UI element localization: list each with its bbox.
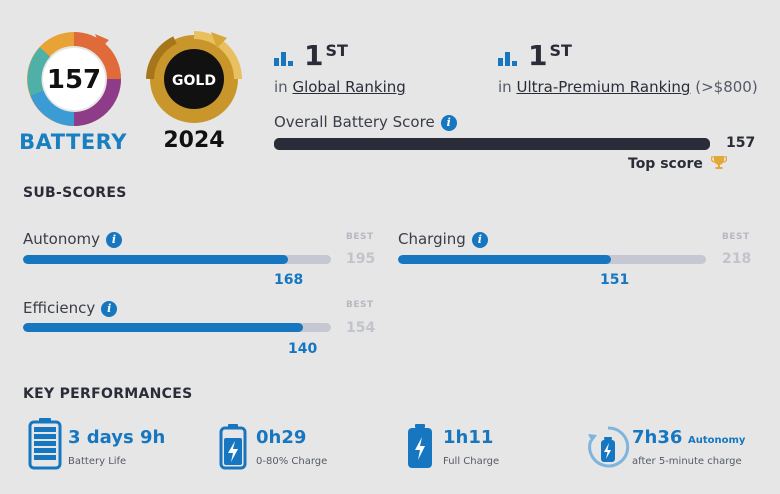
info-icon[interactable]: i	[471, 231, 488, 248]
kp-tag: Autonomy	[688, 435, 746, 446]
subscore-value: 140	[288, 341, 318, 357]
top-score-label: Top score	[628, 156, 703, 172]
subscore-label: Efficiency	[23, 299, 96, 317]
kp-caption: after 5-minute charge	[632, 456, 742, 467]
kp-value: 0h29	[256, 427, 307, 448]
ultra-premium-ranking-link[interactable]: Ultra-Premium Ranking	[516, 78, 691, 96]
subscore-value: 151	[600, 272, 630, 288]
battery-score-badge: 157	[25, 30, 123, 128]
bar-chart-icon	[498, 52, 517, 66]
subscore-charging-fill	[398, 255, 612, 264]
ranking-note: (>$800)	[695, 78, 758, 96]
ranking-prefix: in	[498, 78, 512, 96]
best-value: 154	[346, 320, 376, 336]
subscore-charging-label-row: Charging i	[398, 230, 488, 248]
overall-score-value: 157	[726, 135, 756, 151]
badge-label: BATTERY	[19, 130, 127, 154]
battery-charging-icon	[219, 424, 247, 470]
badge-score-text: 157	[47, 65, 101, 95]
kp-value: 3 days 9h	[68, 427, 166, 448]
kp-caption: Battery Life	[68, 456, 127, 467]
subscore-label: Autonomy	[23, 230, 100, 248]
gold-medal-icon: GOLD	[146, 31, 242, 123]
best-label: BEST	[346, 300, 374, 310]
kp-value: 1h11	[443, 427, 494, 448]
gold-badge: GOLD	[145, 30, 243, 128]
info-icon[interactable]: i	[440, 114, 457, 131]
overall-score-label: Overall Battery Score	[274, 113, 435, 131]
ranking-suffix: ST	[325, 41, 348, 60]
info-icon[interactable]: i	[106, 231, 122, 248]
subscore-value: 168	[274, 272, 304, 288]
best-label: BEST	[722, 232, 750, 242]
kp-fast-charge	[219, 424, 247, 474]
best-label: BEST	[346, 232, 374, 242]
kp-battery-life	[28, 418, 62, 474]
ranking-global: 1 ST in Global Ranking	[274, 36, 406, 96]
global-ranking-link[interactable]: Global Ranking	[292, 78, 406, 96]
subscore-efficiency-label-row: Efficiency i	[23, 299, 118, 317]
ranking-position: 1	[304, 39, 324, 72]
bar-chart-icon	[274, 52, 293, 66]
ranking-prefix: in	[274, 78, 288, 96]
ranking-ultra-premium: 1 ST in Ultra-Premium Ranking (>$800)	[498, 36, 758, 96]
key-performances-title: KEY PERFORMANCES	[23, 386, 193, 402]
kp-caption: 0-80% Charge	[256, 456, 328, 467]
best-value: 195	[346, 251, 376, 267]
quick-charge-timer-icon	[588, 426, 630, 468]
subscore-efficiency-fill	[23, 323, 303, 332]
subscore-autonomy-fill	[23, 255, 289, 264]
overall-score-fill	[274, 138, 710, 150]
subscore-efficiency-bar	[23, 323, 331, 332]
battery-full-icon	[28, 418, 62, 470]
subscore-autonomy-bar	[23, 255, 331, 264]
best-value: 218	[722, 251, 752, 267]
gold-text: GOLD	[172, 73, 216, 89]
kp-full-charge	[406, 424, 434, 474]
score-ring-icon: 157	[27, 32, 121, 126]
subscore-label: Charging	[398, 230, 466, 248]
kp-quick-autonomy	[586, 424, 630, 474]
kp-caption: Full Charge	[443, 456, 500, 467]
subscores-title: SUB-SCORES	[23, 185, 127, 201]
subscore-autonomy-label-row: Autonomy i	[23, 230, 122, 248]
kp-value: 7h36	[632, 427, 683, 448]
top-score-row: Top score	[628, 155, 727, 172]
trophy-icon	[710, 156, 727, 169]
subscore-charging-bar	[398, 255, 706, 264]
ranking-suffix: ST	[549, 41, 572, 60]
overall-score-row: Overall Battery Score i	[274, 113, 457, 131]
ranking-position: 1	[528, 39, 548, 72]
battery-charging-icon	[408, 424, 432, 468]
badge-year: 2024	[163, 128, 225, 153]
info-icon[interactable]: i	[101, 300, 118, 317]
overall-score-bar	[274, 138, 710, 150]
